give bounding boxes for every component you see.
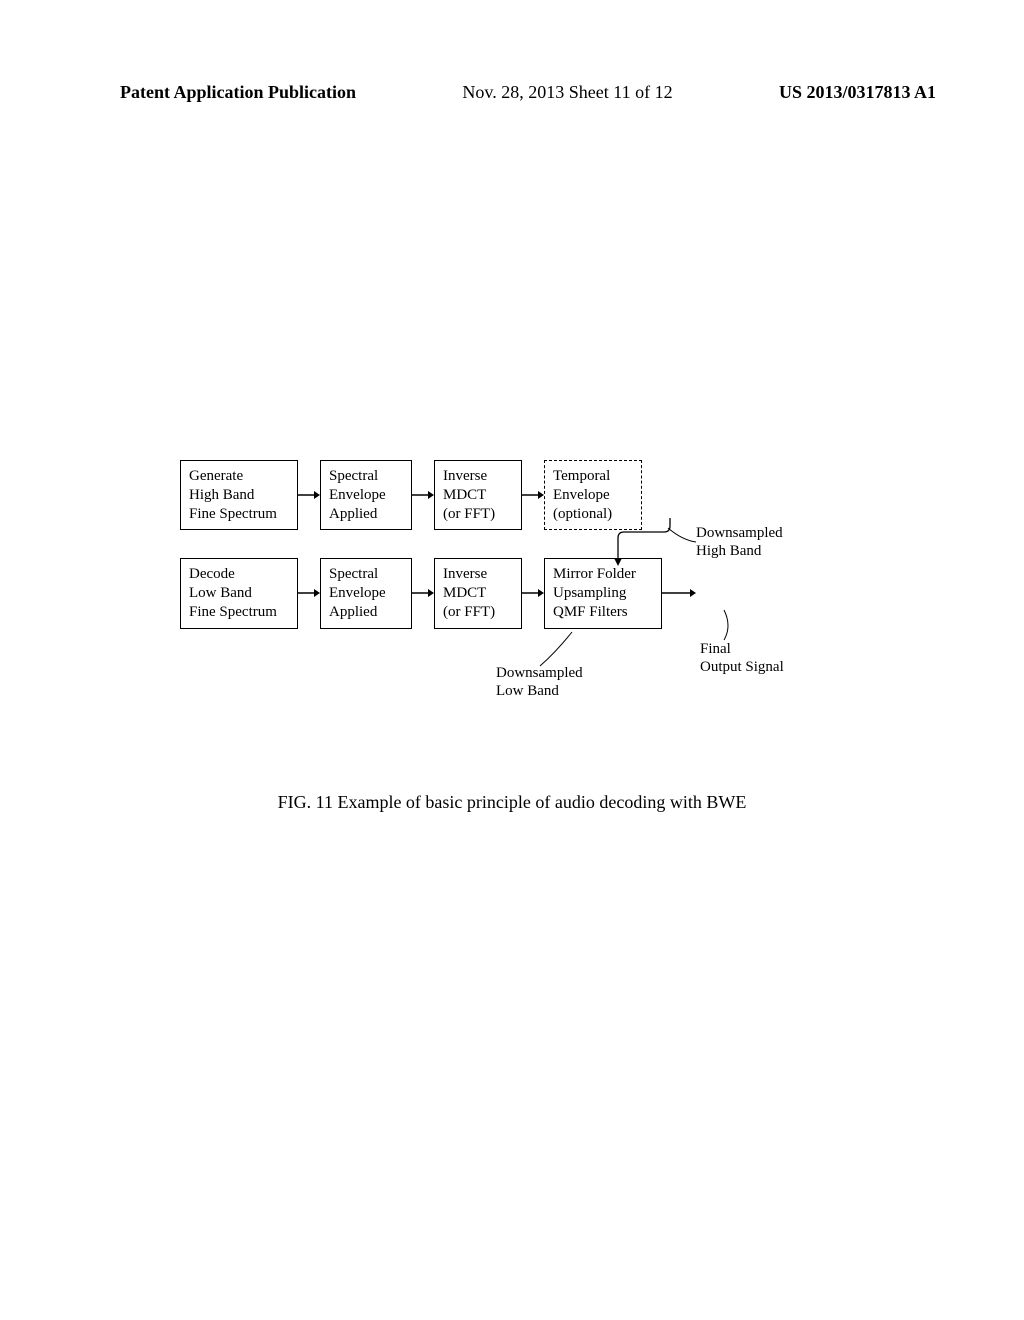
arrow-icon [522, 460, 544, 530]
arrow-icon [522, 558, 544, 628]
box-line: Fine Spectrum [189, 506, 277, 522]
header-center: Nov. 28, 2013 Sheet 11 of 12 [462, 82, 672, 103]
box-line: Upsampling [553, 585, 626, 601]
box-line: Envelope [553, 487, 610, 503]
curve-pointer-high-icon [662, 526, 700, 549]
box-line: Decode [189, 566, 235, 582]
box-generate-high: Generate High Band Fine Spectrum [180, 460, 298, 530]
box-line: Inverse [443, 468, 487, 484]
box-line: Spectral [329, 566, 378, 582]
box-line: Generate [189, 468, 243, 484]
header-left: Patent Application Publication [120, 82, 356, 103]
header-right: US 2013/0317813 A1 [779, 82, 936, 103]
box-line: MDCT [443, 487, 486, 503]
box-line: (or FFT) [443, 604, 495, 620]
box-line: Spectral [329, 468, 378, 484]
curve-pointer-output-icon [722, 608, 752, 647]
page-header: Patent Application Publication Nov. 28, … [120, 82, 936, 103]
box-line: High Band [189, 487, 254, 503]
box-line: QMF Filters [553, 604, 628, 620]
arrow-icon [298, 558, 320, 628]
diagram-row-high-band: Generate High Band Fine Spectrum Spectra… [180, 460, 860, 530]
box-line: Temporal [553, 468, 610, 484]
box-line: Envelope [329, 487, 386, 503]
figure-caption: FIG. 11 Example of basic principle of au… [0, 792, 1024, 813]
box-line: (optional) [553, 506, 612, 522]
label-line: Low Band [496, 683, 559, 699]
box-line: MDCT [443, 585, 486, 601]
box-line: Applied [329, 506, 377, 522]
block-diagram: Generate High Band Fine Spectrum Spectra… [180, 460, 860, 653]
box-inverse-mdct-low: Inverse MDCT (or FFT) [434, 558, 522, 628]
box-inverse-mdct-high: Inverse MDCT (or FFT) [434, 460, 522, 530]
label-line: High Band [696, 543, 761, 559]
box-line: Low Band [189, 585, 252, 601]
arrow-icon [412, 558, 434, 628]
box-spectral-envelope-low: Spectral Envelope Applied [320, 558, 412, 628]
label-downsampled-high: Downsampled High Band [696, 524, 783, 560]
label-line: Output Signal [700, 659, 784, 675]
box-line: Applied [329, 604, 377, 620]
diagram-row-low-band: Decode Low Band Fine Spectrum Spectral E… [180, 558, 860, 628]
arrow-icon [298, 460, 320, 530]
box-line: Fine Spectrum [189, 604, 277, 620]
box-spectral-envelope-high: Spectral Envelope Applied [320, 460, 412, 530]
box-line: Envelope [329, 585, 386, 601]
box-line: Inverse [443, 566, 487, 582]
curve-pointer-low-icon [538, 630, 578, 675]
arrow-icon [412, 460, 434, 530]
box-decode-low: Decode Low Band Fine Spectrum [180, 558, 298, 628]
box-line: (or FFT) [443, 506, 495, 522]
label-line: Downsampled [696, 525, 783, 541]
